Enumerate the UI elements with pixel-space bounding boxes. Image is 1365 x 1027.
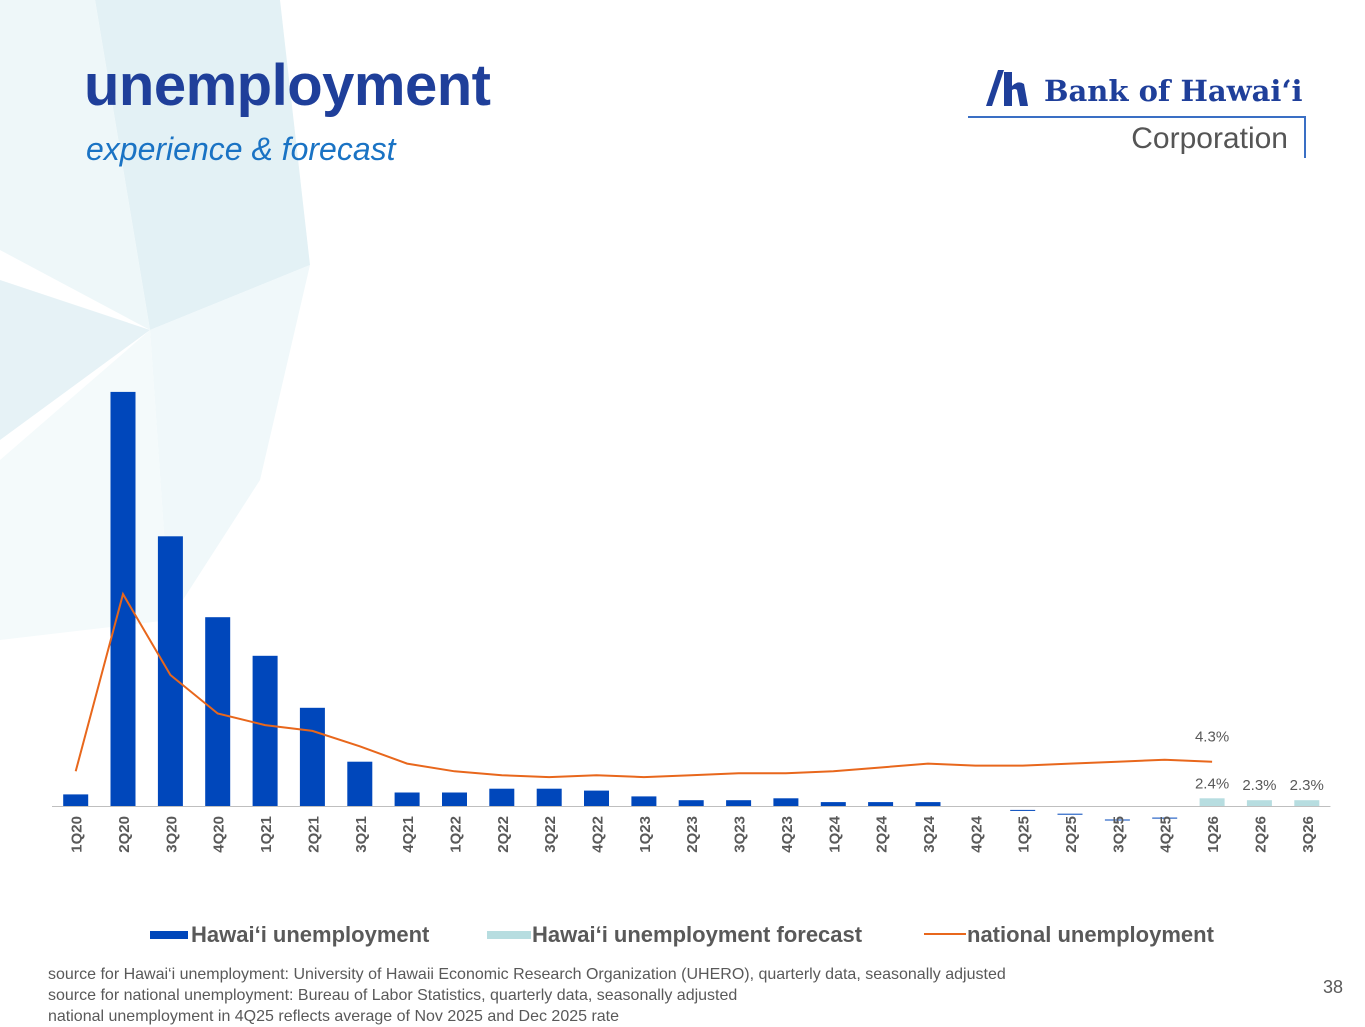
hawaii-bar bbox=[1010, 809, 1036, 811]
hawaii-bar bbox=[1057, 813, 1083, 815]
x-tick-label: 3Q20 bbox=[163, 816, 180, 853]
legend-swatch-forecast bbox=[487, 931, 531, 939]
hawaii-bar bbox=[157, 536, 183, 806]
x-tick-label: 2Q25 bbox=[1063, 816, 1080, 853]
legend-swatch-national bbox=[924, 933, 966, 935]
x-tick-label: 3Q21 bbox=[353, 816, 370, 853]
x-tick-label: 3Q26 bbox=[1300, 816, 1317, 853]
chart-legend: Hawai‘i unemployment Hawai‘i unemploymen… bbox=[0, 922, 1365, 950]
page-number: 38 bbox=[1322, 977, 1343, 997]
x-tick-label: 3Q23 bbox=[732, 816, 749, 853]
unemployment-chart: 1Q20 2Q20 3Q20 4Q20 1Q21 2Q21 3Q21 4Q21 1Q22 2Q22… bbox=[52, 391, 1331, 853]
x-tick-label: 3Q24 bbox=[921, 815, 938, 852]
hawaii-bar bbox=[205, 617, 231, 806]
hawaii-bar bbox=[678, 800, 704, 806]
page-subtitle: experience & forecast bbox=[86, 131, 396, 167]
x-tick-label: 4Q22 bbox=[590, 816, 607, 853]
x-tick-label: 2Q21 bbox=[305, 816, 322, 853]
footnote-line: source for national unemployment: Bureau… bbox=[48, 987, 738, 1004]
hawaii-bar bbox=[631, 796, 657, 806]
x-tick-label: 2Q26 bbox=[1252, 816, 1269, 853]
hawaii-bar bbox=[915, 802, 941, 806]
x-tick-label: 2Q23 bbox=[684, 816, 701, 853]
x-tick-label: 4Q25 bbox=[1158, 816, 1175, 853]
x-tick-label: 1Q26 bbox=[1205, 816, 1222, 853]
hawaii-bar bbox=[489, 788, 515, 806]
hawaii-bar bbox=[63, 794, 89, 806]
page-title: unemployment bbox=[84, 53, 491, 118]
hawaii-bar bbox=[584, 790, 609, 806]
hawaii-bar bbox=[1104, 819, 1130, 821]
x-tick-label: 1Q20 bbox=[69, 816, 86, 853]
x-tick-label: 1Q21 bbox=[258, 816, 275, 853]
data-label: 2.3% bbox=[1290, 777, 1324, 794]
x-tick-label: 2Q24 bbox=[874, 815, 891, 852]
bank-h-logo-icon bbox=[986, 70, 1028, 106]
hawaii-bar bbox=[820, 802, 846, 806]
national-unemployment-line bbox=[74, 591, 1213, 779]
forecast-bar bbox=[1246, 800, 1272, 806]
legend-label-hawaii: Hawai‘i unemployment bbox=[191, 922, 430, 947]
forecast-bar bbox=[1199, 798, 1225, 806]
x-tick-label: 3Q22 bbox=[542, 816, 559, 853]
legend-label-forecast: Hawai‘i unemployment forecast bbox=[532, 922, 863, 947]
x-tick-label: 4Q23 bbox=[779, 816, 796, 853]
bank-logo: Bank of Hawai‘i Corporation bbox=[968, 66, 1308, 160]
footnote-line: national unemployment in 4Q25 reflects a… bbox=[48, 1008, 620, 1025]
hawaii-bar bbox=[252, 655, 278, 806]
x-tick-label: 3Q25 bbox=[1110, 816, 1127, 853]
x-tick-label: 1Q22 bbox=[447, 816, 464, 853]
logo-divider-vertical bbox=[1304, 116, 1306, 158]
data-label: 4.3% bbox=[1195, 729, 1229, 746]
x-tick-label: 2Q22 bbox=[495, 816, 512, 853]
logo-bank-name: Bank of Hawai‘i bbox=[1044, 74, 1303, 108]
hawaii-bar bbox=[442, 792, 467, 806]
hawaii-bar bbox=[726, 800, 752, 806]
x-tick-label: 1Q24 bbox=[826, 815, 843, 852]
hawaii-bar bbox=[868, 802, 894, 806]
x-tick-label: 4Q21 bbox=[400, 816, 417, 853]
hawaii-bar bbox=[773, 798, 799, 806]
x-tick-label: 1Q23 bbox=[637, 816, 654, 853]
logo-divider bbox=[968, 116, 1306, 118]
logo-corporation: Corporation bbox=[1131, 122, 1288, 155]
data-label: 2.3% bbox=[1242, 777, 1276, 794]
x-tick-label: 1Q25 bbox=[1016, 816, 1033, 853]
hawaii-bar bbox=[394, 792, 420, 806]
x-tick-label: 4Q24 bbox=[968, 815, 985, 852]
data-label: 2.4% bbox=[1195, 775, 1229, 792]
legend-swatch-hawaii bbox=[150, 931, 188, 939]
hawaii-bar bbox=[1152, 817, 1178, 819]
hawaii-bar bbox=[347, 761, 373, 806]
footnote: source for Hawai‘i unemployment: Univers… bbox=[48, 964, 1006, 1027]
footnote-line: source for Hawai‘i unemployment: Univers… bbox=[48, 966, 1006, 983]
forecast-bar bbox=[1294, 800, 1320, 806]
x-tick-label: 2Q20 bbox=[116, 816, 133, 853]
hawaii-bar bbox=[299, 707, 325, 806]
hawaii-bar bbox=[536, 788, 562, 806]
hawaii-bar bbox=[110, 391, 136, 806]
legend-label-national: national unemployment bbox=[967, 922, 1214, 947]
x-tick-label: 4Q20 bbox=[211, 816, 228, 853]
